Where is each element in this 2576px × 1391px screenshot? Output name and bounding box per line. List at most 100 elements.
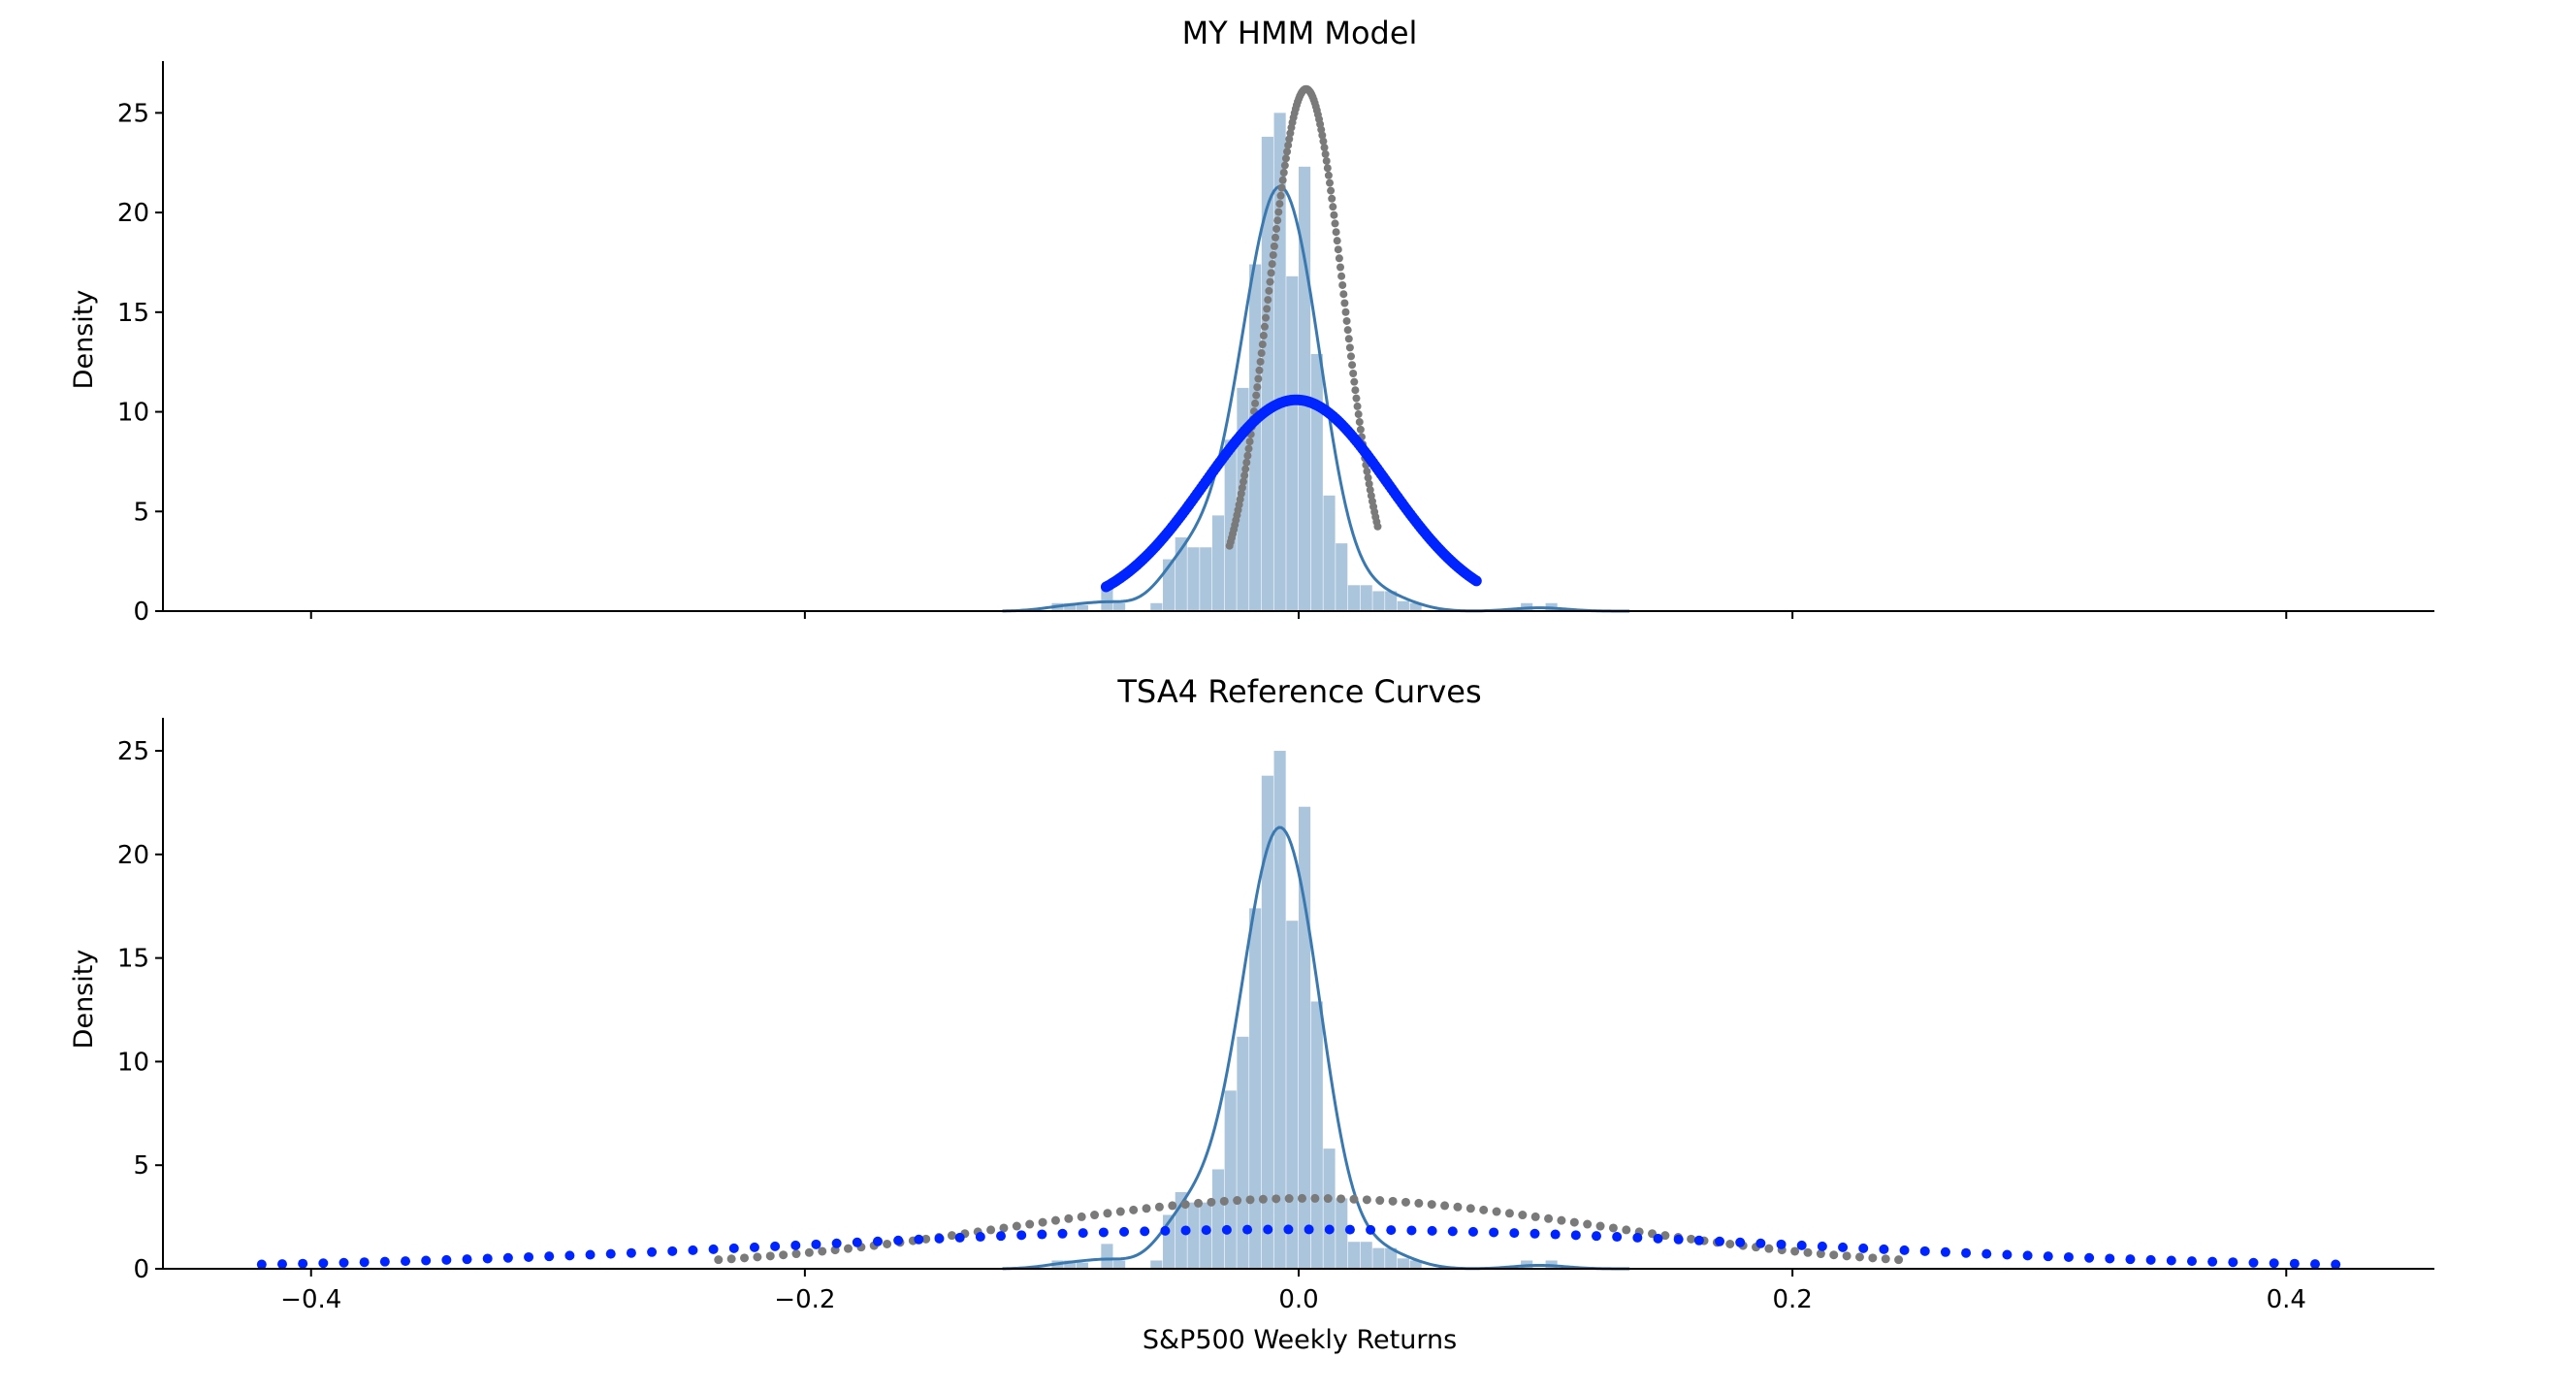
density-marker xyxy=(1569,1217,1579,1227)
histogram-bar xyxy=(1409,602,1422,611)
density-marker xyxy=(1180,1225,1191,1236)
density-marker xyxy=(1142,1204,1151,1213)
tsa4-reference-panel: TSA4 Reference Curves Density 0 5 10 15 20 25… xyxy=(69,673,2434,1355)
density-marker xyxy=(1340,299,1349,307)
y-tick-label: 0 xyxy=(133,1255,149,1284)
density-marker xyxy=(708,1244,719,1254)
density-marker xyxy=(1829,1250,1839,1260)
density-marker xyxy=(790,1240,801,1250)
plot-area: 0 5 10 15 20 25 −0.4 −0.2 0.0 0.2 0.4 xyxy=(117,718,2434,1314)
density-marker xyxy=(1881,1254,1890,1264)
density-marker xyxy=(770,1241,781,1251)
density-marker xyxy=(1504,1209,1514,1218)
density-marker xyxy=(714,1255,724,1265)
density-marker xyxy=(1363,467,1371,475)
density-marker xyxy=(1375,1196,1385,1206)
density-marker xyxy=(1260,322,1269,331)
density-marker xyxy=(1492,1207,1501,1216)
panel-title: MY HMM Model xyxy=(1182,15,1418,51)
density-marker xyxy=(1016,1230,1027,1241)
density-marker xyxy=(1278,176,1287,184)
density-marker xyxy=(1251,399,1260,407)
histogram-bar xyxy=(1249,264,1262,611)
density-marker xyxy=(1353,402,1362,410)
density-marker xyxy=(749,1242,759,1252)
density-marker xyxy=(1612,1232,1623,1243)
density-marker xyxy=(2186,1256,2197,1267)
density-marker xyxy=(1355,418,1364,427)
density-marker xyxy=(2207,1256,2218,1267)
histogram-bar xyxy=(1187,547,1200,611)
density-marker xyxy=(1803,1247,1813,1257)
histogram-bar xyxy=(1200,1202,1212,1269)
density-marker xyxy=(1467,1226,1478,1237)
density-marker xyxy=(811,1239,821,1249)
x-tick-label: 0.4 xyxy=(2267,1285,2306,1314)
density-marker xyxy=(1323,164,1332,173)
density-marker xyxy=(753,1252,762,1262)
histogram-bar xyxy=(1150,1260,1163,1269)
density-marker xyxy=(740,1253,750,1263)
histogram-bar xyxy=(1286,921,1299,1269)
density-marker xyxy=(1894,1255,1904,1265)
density-marker xyxy=(1273,216,1282,225)
density-marker xyxy=(401,1256,411,1267)
density-marker xyxy=(1653,1233,1663,1244)
histogram-bar xyxy=(1261,775,1273,1269)
histogram-bar xyxy=(1385,591,1398,611)
density-marker xyxy=(1427,1225,1437,1236)
density-marker xyxy=(2125,1254,2136,1265)
density-marker xyxy=(1346,352,1355,361)
density-marker xyxy=(1238,483,1246,492)
density-marker xyxy=(1687,1234,1696,1244)
density-marker xyxy=(1570,1230,1581,1241)
density-marker xyxy=(1057,1228,1068,1239)
density-marker xyxy=(1544,1213,1554,1223)
density-marker xyxy=(1940,1246,1950,1257)
density-marker xyxy=(1119,1226,1130,1237)
density-marker xyxy=(1879,1244,1889,1254)
density-marker xyxy=(1279,169,1288,178)
density-marker xyxy=(1322,156,1331,165)
x-tick-label: −0.2 xyxy=(774,1285,835,1314)
density-marker xyxy=(1509,1228,1520,1239)
density-marker xyxy=(883,1240,892,1248)
density-marker xyxy=(843,1244,853,1253)
y-axis-label: Density xyxy=(69,950,99,1050)
density-marker xyxy=(1221,1224,1232,1235)
histogram-bar xyxy=(1336,543,1348,611)
density-marker xyxy=(1518,1211,1528,1220)
density-marker xyxy=(1038,1217,1047,1227)
density-marker xyxy=(1330,210,1338,219)
density-marker xyxy=(986,1225,996,1235)
histogram-bar xyxy=(1323,1148,1336,1269)
density-marker xyxy=(1591,1231,1601,1242)
density-marker xyxy=(1242,1224,1253,1235)
density-marker xyxy=(1440,1201,1450,1211)
density-marker xyxy=(1858,1243,1869,1253)
density-marker xyxy=(1257,349,1266,358)
density-marker xyxy=(947,1231,956,1241)
density-marker xyxy=(1364,473,1372,482)
x-tick-label: −0.4 xyxy=(280,1285,341,1314)
density-marker xyxy=(1336,1194,1346,1204)
density-marker xyxy=(1242,458,1251,467)
density-marker xyxy=(1115,1207,1125,1216)
density-marker xyxy=(1090,1211,1100,1220)
density-marker xyxy=(1323,1194,1333,1204)
density-marker xyxy=(1332,228,1340,237)
density-marker xyxy=(1386,1225,1397,1236)
density-marker xyxy=(831,1238,842,1248)
density-marker xyxy=(1776,1239,1787,1249)
density-marker xyxy=(256,1259,267,1270)
density-marker xyxy=(1366,486,1374,495)
density-marker xyxy=(1321,149,1330,158)
density-marker xyxy=(1349,370,1358,378)
density-marker xyxy=(626,1247,636,1258)
density-marker xyxy=(441,1254,452,1265)
density-marker xyxy=(1050,1215,1060,1225)
density-marker xyxy=(1557,1215,1566,1225)
density-marker xyxy=(1240,477,1248,486)
density-marker xyxy=(1350,377,1359,386)
